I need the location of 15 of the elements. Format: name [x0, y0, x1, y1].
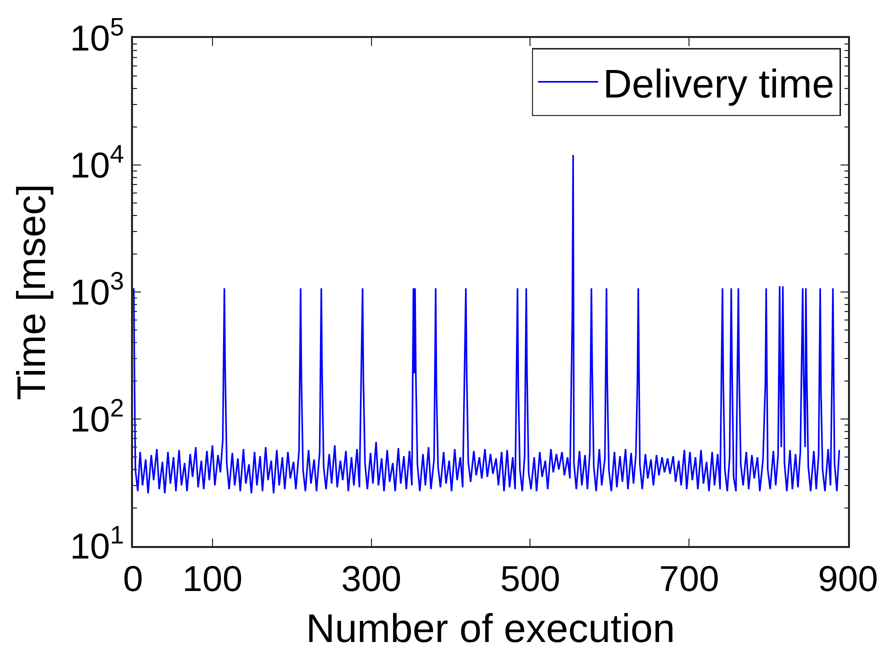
y-tick-label: 10$^{1}$	[70, 521, 124, 567]
x-tick-label: 700	[659, 558, 720, 599]
x-axis-title: Number of execution	[306, 606, 676, 651]
y-axis-title: Time [msec]	[10, 184, 54, 400]
x-tick-label: 900	[818, 558, 878, 599]
x-tick-label: 500	[500, 558, 560, 599]
y-tick-label: 10$^{2}$	[70, 394, 124, 440]
y-tick-label: 10$^{4}$	[70, 140, 124, 186]
y-tick-label: 10$^{5}$	[70, 13, 124, 59]
x-tick-label: 300	[341, 558, 402, 599]
x-tick-label: 0	[122, 558, 144, 599]
line-series	[133, 154, 840, 494]
x-tick-label: 100	[182, 558, 242, 599]
y-tick-label: 10$^{3}$	[70, 267, 124, 313]
legend-label: Delivery time	[603, 62, 834, 106]
